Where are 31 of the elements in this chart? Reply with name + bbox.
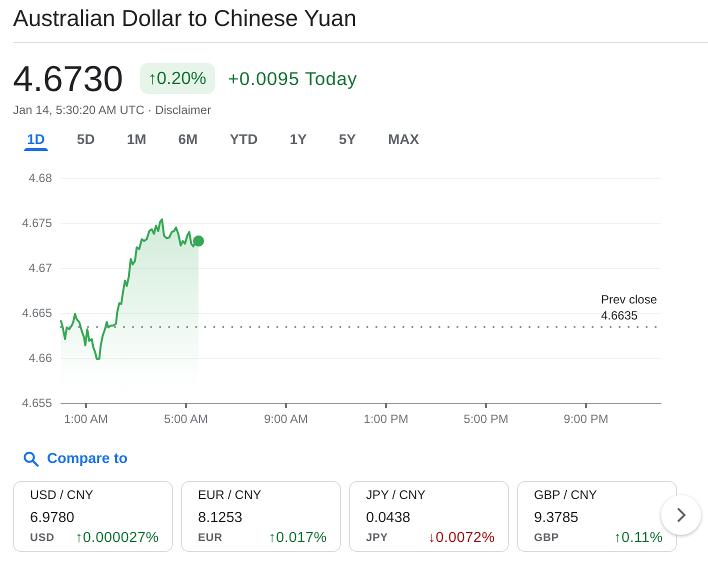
y-tick-label: 4.68 xyxy=(28,171,52,185)
x-tick-label: 9:00 AM xyxy=(264,412,308,426)
y-tick-label: 4.66 xyxy=(28,351,52,365)
text: YTD xyxy=(230,130,258,148)
y-tick-label: 4.655 xyxy=(22,396,52,410)
card: GBP / CNY 9.3785 GBP ↑0.11% xyxy=(517,481,677,552)
card: EUR / CNY 8.1253 EUR ↑0.017% xyxy=(181,481,341,552)
text: MAX xyxy=(388,130,420,148)
text: 1D xyxy=(27,130,45,148)
text: 1M xyxy=(126,130,146,148)
text: +0.0095 Today xyxy=(228,68,358,90)
text: 6M xyxy=(178,130,198,148)
text: 5Y xyxy=(338,130,356,148)
x-tick-label: 9:00 PM xyxy=(564,412,608,426)
chart-title: Australian Dollar to Chinese Yuan xyxy=(13,5,357,31)
card: USD / CNY 6.9780 USD ↑0.000027% xyxy=(13,481,173,552)
text: Jan 14, 5:30:20 AM UTC · Disclaimer xyxy=(13,102,212,118)
y-tick-label: 4.665 xyxy=(22,306,52,320)
text: ↑0.20% xyxy=(148,68,206,88)
y-tick-label: 4.67 xyxy=(28,261,52,275)
x-tick-label: 5:00 PM xyxy=(464,412,508,426)
x-tick-label: 1:00 PM xyxy=(364,412,408,426)
x-tick-label: 1:00 AM xyxy=(64,412,108,426)
text: 1Y xyxy=(290,130,307,148)
y-tick-label: 4.675 xyxy=(22,216,52,230)
text: 4.6730 xyxy=(13,58,124,99)
ref-line-label: Prev close 4.6635 xyxy=(601,292,660,322)
x-tick-label: 5:00 AM xyxy=(164,412,208,426)
text: 5D xyxy=(76,130,95,148)
card: JPY / CNY 0.0438 JPY ↓0.0072% xyxy=(349,481,509,552)
text: Compare to xyxy=(47,450,128,468)
